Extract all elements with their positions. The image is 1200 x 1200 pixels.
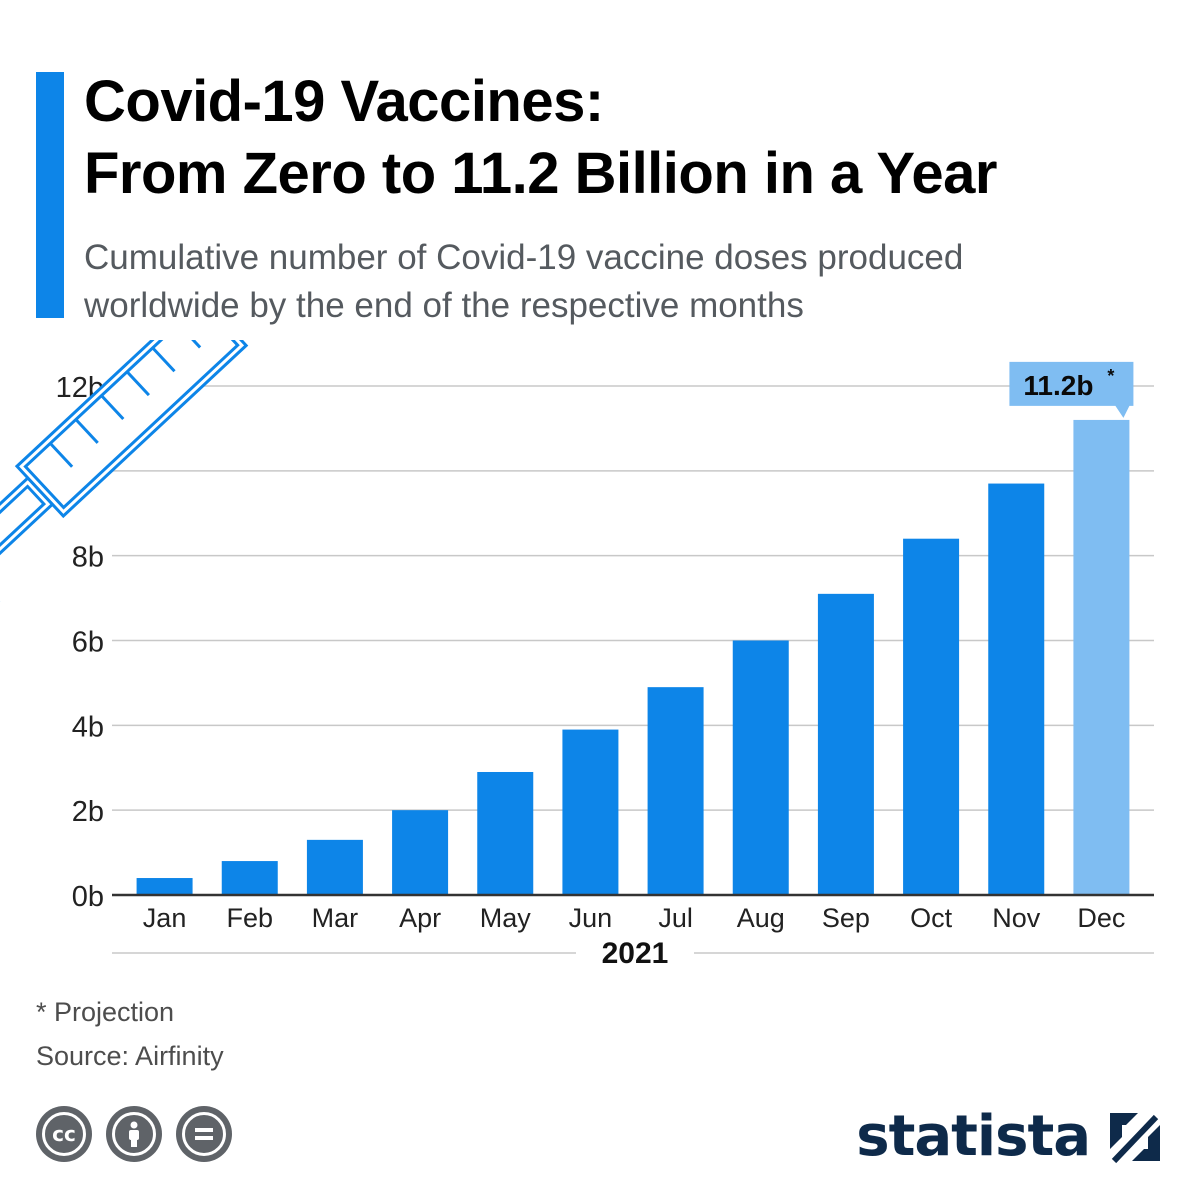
x-tick-label: Mar (312, 903, 359, 933)
gridlines (112, 385, 1154, 811)
footnotes: * Projection Source: Airfinity (36, 990, 224, 1078)
chart-title: Covid-19 Vaccines: From Zero to 11.2 Bil… (84, 66, 1184, 210)
bar-jan (136, 878, 193, 895)
statista-logo-icon (1110, 1112, 1160, 1163)
y-tick-label: 2b (72, 796, 104, 828)
subtitle-line-2: worldwide by the end of the respective m… (84, 286, 804, 325)
attribution-icon[interactable] (106, 1106, 162, 1162)
cc-icon[interactable]: cc (36, 1106, 92, 1162)
x-tick-label: Nov (992, 903, 1041, 933)
x-tick-label: Jun (569, 903, 613, 933)
x-tick-label: Oct (910, 903, 953, 933)
x-axis: 2021 (112, 893, 1154, 970)
x-tick-label: Aug (737, 903, 785, 933)
accent-bar (36, 72, 64, 318)
y-tick-label: 4b (72, 711, 104, 743)
subtitle-line-1: Cumulative number of Covid-19 vaccine do… (84, 238, 964, 277)
bar-may (477, 771, 534, 895)
no-derivatives-icon[interactable] (176, 1106, 232, 1162)
y-tick-label: 8b (72, 542, 104, 574)
value-callout: 11.2b * (1009, 361, 1134, 418)
x-tick-label: Jan (143, 903, 187, 933)
callout-box (1009, 361, 1134, 418)
bar-oct (903, 538, 960, 895)
projection-note: * Projection (36, 997, 175, 1027)
bar-chart: 0b2b4b6b8b10b12b JanFebMarAprMayJunJulAu… (0, 340, 1154, 970)
x-tick-label: Apr (399, 903, 441, 933)
y-tick-label: 6b (72, 627, 104, 659)
x-tick-label: Sep (822, 903, 870, 933)
chart-subtitle: Cumulative number of Covid-19 vaccine do… (84, 234, 1184, 330)
bar-aug (732, 640, 789, 895)
bars (136, 419, 1130, 895)
bar-dec (1073, 419, 1130, 895)
bar-jul (647, 687, 704, 895)
bar-feb (221, 861, 278, 895)
x-tick-label: May (480, 903, 532, 933)
brand-name[interactable]: statista (856, 1104, 1091, 1169)
x-tick-label: Dec (1077, 903, 1125, 933)
callout-asterisk: * (1107, 366, 1114, 386)
bar-mar (306, 839, 363, 895)
title-line-1: Covid-19 Vaccines: (84, 69, 604, 134)
bar-sep (817, 593, 874, 895)
x-tick-label: Jul (658, 903, 693, 933)
callout-label: 11.2b (1023, 370, 1093, 401)
brand: statista (856, 1104, 1164, 1169)
source-note: Source: Airfinity (36, 1041, 224, 1071)
x-tick-label: Feb (226, 903, 273, 933)
y-tick-label: 0b (72, 881, 104, 913)
title-line-2: From Zero to 11.2 Billion in a Year (84, 141, 997, 206)
bar-nov (988, 483, 1045, 895)
x-axis-labels: Jan Feb Mar Apr May Jun Jul Aug Sep Oct Nov Dec (143, 903, 1126, 933)
syringe-icon (0, 340, 249, 627)
license-icons: cc (36, 1106, 232, 1162)
bar-jun (562, 729, 619, 895)
bar-apr (392, 810, 449, 895)
x-axis-group-label: 2021 (602, 937, 669, 970)
